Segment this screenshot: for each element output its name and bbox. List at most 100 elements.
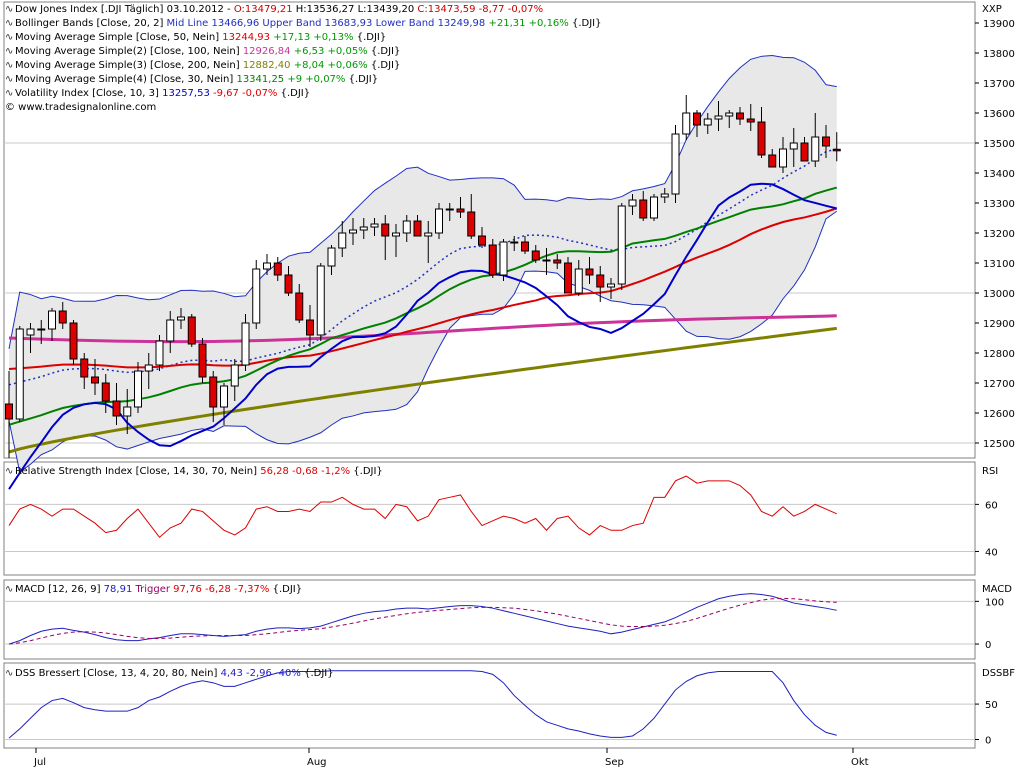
candle-body (198, 343, 207, 378)
candle-body (822, 136, 830, 147)
candle-body (37, 328, 46, 331)
legend-bb-name: Bollinger Bands [Close, 20, 2] (15, 18, 167, 29)
legend-sma100-name: Moving Average Simple(2) [Close, 100, Ne… (15, 46, 243, 57)
legend-vola-value: 13257,53 (162, 88, 210, 99)
rsi-pane-frame (3, 461, 976, 576)
y-tick-label: 13300 (983, 199, 1015, 210)
dss-tick-label: 0 (985, 736, 991, 747)
y-tick-label: 13400 (983, 169, 1015, 180)
legend-sma30-change: +9 +0,07% (284, 74, 346, 85)
candle-body (682, 112, 691, 135)
x-tick-label: Sep (605, 757, 624, 768)
y-tick-label: 13700 (983, 79, 1015, 90)
legend-macd-value: 78,91 (103, 584, 133, 595)
legend-sma50-name: Moving Average Simple [Close, 50, Nein] (15, 32, 223, 43)
legend-dow-name: Dow Jones Index [.DJI Täglich] 03.10.201… (15, 4, 234, 15)
candle-body (316, 265, 325, 336)
legend-rsi-tail: {.DJI} (350, 466, 383, 477)
candle-body (456, 208, 465, 213)
sma100-line (8, 314, 837, 344)
rsi-tick-label: 60 (985, 500, 998, 511)
candle-body (800, 142, 809, 162)
legend-dss-value: 4,43 -2,96 -40% (220, 668, 301, 679)
candle-body (26, 328, 35, 336)
candle-body (241, 322, 250, 366)
macd-axis-title: MACD (982, 584, 1012, 595)
legend-sma30-tail: {.DJI} (345, 74, 379, 85)
y-tick-label: 12600 (983, 409, 1015, 420)
sma200-line (8, 326, 837, 454)
legend-rsi-name: Relative Strength Index [Close, 14, 30, … (15, 466, 261, 477)
candle-body (155, 340, 164, 366)
candle-body (359, 226, 368, 231)
dss-pane-frame (3, 662, 976, 749)
candle-body (478, 235, 486, 246)
candle-body (123, 406, 132, 417)
y-tick-label: 13500 (983, 139, 1015, 150)
candle-body (531, 250, 540, 261)
copyright: © www.tradesignalonline.com (5, 102, 157, 113)
candle-body (15, 328, 24, 420)
candle-body (80, 358, 89, 378)
candle-body (48, 310, 56, 330)
macd-tick-label: 100 (985, 597, 1004, 608)
candle-body (564, 262, 572, 294)
legend-sma200-tail: {.DJI} (367, 60, 401, 71)
candle-body (252, 268, 261, 324)
dss-axis-title: DSSBF (982, 668, 1016, 679)
legend-sma30: ∿ Moving Average Simple(4) [Close, 30, Ne… (5, 73, 378, 86)
legend-volatility: ∿ Volatility Index [Close, 10, 3] 13257,5… (5, 87, 310, 100)
line-icon: ∿ (5, 4, 14, 15)
sma30-line (8, 186, 838, 426)
y-tick-label: 12900 (983, 319, 1015, 330)
legend-sma100: ∿ Moving Average Simple(2) [Close, 100, N… (5, 45, 400, 58)
candle-body (542, 259, 551, 262)
candle-body (650, 196, 658, 219)
candle-body (553, 259, 562, 264)
candle-body (585, 268, 594, 276)
candle-body (263, 262, 271, 270)
trigger-line (8, 597, 837, 645)
candle-body (392, 232, 400, 237)
legend-rsi: ∿ Relative Strength Index [Close, 14, 30,… (5, 465, 383, 478)
candle-body (768, 154, 777, 168)
rsi-tick-label: 40 (985, 547, 998, 558)
legend-trigger-value: 97,76 -6,28 -7,37% (173, 584, 270, 595)
line-icon: ∿ (5, 18, 14, 29)
legend-sma100-tail: {.DJI} (367, 46, 401, 57)
legend-sma50-value: 13244,93 (222, 32, 271, 43)
candle-body (639, 199, 648, 219)
candle-body (91, 376, 99, 384)
candle-body (220, 385, 228, 408)
legend-dow-high: H:13536,27 (295, 4, 355, 15)
candle-body (607, 283, 615, 288)
legend-sma200: ∿ Moving Average Simple(3) [Close, 200, N… (5, 59, 400, 72)
candle-body (58, 310, 67, 324)
y-tick-label: 12500 (983, 439, 1015, 450)
macd-tick-label: 0 (985, 640, 991, 651)
macd-line (8, 593, 837, 645)
bollinger-lower-band (8, 210, 838, 473)
candle-body (789, 142, 798, 150)
line-icon: ∿ (5, 74, 14, 85)
candle-body (617, 205, 626, 285)
legend-sma50-change: +17,13 +0,13% (270, 32, 354, 43)
candle-body (306, 319, 314, 336)
x-tick-label: Okt (851, 757, 869, 768)
legend-sma30-name: Moving Average Simple(4) [Close, 30, Nei… (15, 74, 237, 85)
candle-body (671, 133, 680, 195)
volatility-line (8, 182, 837, 490)
y-tick-label: 13900 (983, 19, 1015, 30)
legend-sma100-change: +6,53 +0,05% (290, 46, 368, 57)
legend-macd: ∿ MACD [12, 26, 9] 78,91 Trigger 97,76 -6… (5, 583, 302, 596)
candle-body (327, 247, 336, 267)
candle-body (284, 274, 293, 294)
legend-sma50-tail: {.DJI} (353, 32, 387, 43)
dss-tick-label: 50 (985, 700, 998, 711)
candle-body (112, 400, 121, 417)
legend-bb-tail: {.DJI} (568, 18, 602, 29)
rsi-line (8, 475, 837, 539)
y-tick-label: 12700 (983, 379, 1015, 390)
